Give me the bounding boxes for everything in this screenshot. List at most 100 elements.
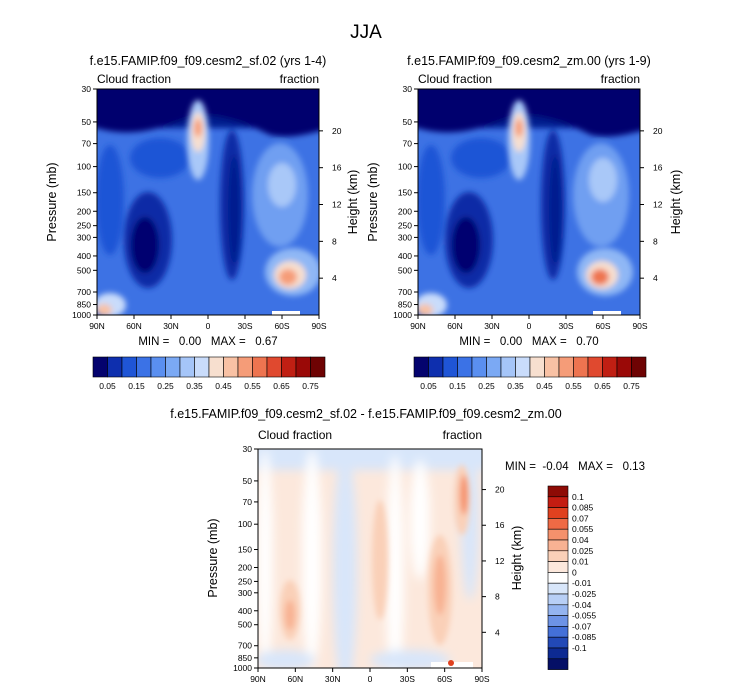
panel-2-right-axis: 20 16 12 8 4	[640, 126, 663, 283]
colorbar-label: 0.04	[572, 535, 589, 545]
panel-1-x-axis: 90N 60N 30N 0 30S 60S 90S	[89, 315, 327, 331]
colorbar-box	[194, 356, 210, 378]
colorbar-label: 0	[572, 567, 577, 577]
x-tick-label: 60N	[288, 674, 304, 684]
colorbar-box	[547, 550, 569, 562]
colorbar-box	[428, 356, 444, 378]
colorbar-label: 0.05	[420, 381, 437, 391]
panel-3-right-axis: 20 16 12 8 4	[482, 485, 505, 637]
panel-3-contours	[258, 449, 482, 668]
y-tick-label: 500	[398, 265, 412, 275]
colorbar-label: 0.085	[572, 503, 594, 513]
colorbar-box	[150, 356, 166, 378]
y-right-tick-label: 8	[495, 592, 500, 602]
colorbar-box	[165, 356, 181, 378]
y-tick-label: 150	[398, 188, 412, 198]
y-tick-label: 300	[238, 588, 252, 598]
y-right-tick-label: 16	[653, 163, 663, 173]
colorbar-box	[136, 356, 152, 378]
colorbar-label: 0.55	[565, 381, 582, 391]
colorbar-box	[547, 615, 569, 627]
colorbar-label: 0.1	[572, 492, 584, 502]
colorbar-box	[295, 356, 311, 378]
colorbar-label: 0.45	[536, 381, 553, 391]
y-right-tick-label: 12	[653, 200, 663, 210]
y-tick-label: 700	[398, 287, 412, 297]
y-tick-label: 1000	[393, 310, 412, 320]
x-tick-label: 90N	[89, 321, 105, 331]
colorbar-label: -0.1	[572, 643, 587, 653]
colorbar-label: 0.55	[244, 381, 261, 391]
colorbar-label: 0.35	[507, 381, 524, 391]
colorbar-label: 0.75	[302, 381, 319, 391]
panel-3-x-axis: 90N 60N 30N 0 30S 60S 90S	[250, 668, 490, 684]
colorbar-label: 0.15	[128, 381, 145, 391]
panel-1-title: f.e15.FAMIP.f09_f09.cesm2_sf.02 (yrs 1-4…	[90, 54, 327, 68]
panel-2-left-subtitle: Cloud fraction	[418, 72, 492, 86]
x-tick-label: 30S	[400, 674, 415, 684]
x-tick-label: 30N	[163, 321, 179, 331]
x-tick-label: 60S	[437, 674, 452, 684]
y-tick-label: 70	[243, 497, 253, 507]
colorbar-label: 0.75	[623, 381, 640, 391]
y-tick-label: 30	[403, 84, 413, 94]
y-tick-label: 100	[398, 162, 412, 172]
colorbar-box	[547, 539, 569, 552]
y-tick-label: 30	[243, 444, 253, 454]
colorbar-label: 0.05	[99, 381, 116, 391]
colorbar-box	[208, 356, 224, 378]
y-right-tick-label: 20	[653, 126, 663, 136]
y-tick-label: 100	[77, 162, 91, 172]
colorbar-box	[547, 582, 569, 595]
x-tick-label: 30S	[237, 321, 252, 331]
colorbar-box	[471, 356, 487, 378]
y-tick-label: 200	[77, 206, 91, 216]
colorbar-label: -0.04	[572, 600, 592, 610]
panel-3-title: f.e15.FAMIP.f09_f09.cesm2_sf.02 - f.e15.…	[170, 407, 561, 421]
panel-1-minmax: MIN = 0.00 MAX = 0.67	[138, 336, 277, 348]
colorbar-label: 0.025	[572, 546, 594, 556]
colorbar-box	[573, 356, 589, 378]
colorbar-label: 0.65	[594, 381, 611, 391]
colorbar-box	[587, 356, 603, 378]
colorbar-box	[252, 356, 268, 378]
colorbar-box	[547, 636, 569, 649]
colorbar-box	[547, 658, 569, 670]
colorbar-panel-2: 0.05 0.15 0.25 0.35 0.45 0.55 0.65 0.75	[413, 356, 647, 391]
panel-1-right-subtitle: fraction	[280, 72, 319, 86]
panel-2-title: f.e15.FAMIP.f09_f09.cesm2_zm.00 (yrs 1-9…	[407, 54, 651, 68]
colorbar-panel-3: 0.10.0850.070.0550.040.0250.010-0.01-0.0…	[547, 485, 596, 670]
colorbar-box	[544, 356, 560, 378]
y-tick-label: 250	[77, 221, 91, 231]
y-tick-label: 500	[77, 265, 91, 275]
x-tick-label: 30N	[325, 674, 341, 684]
colorbar-box	[457, 356, 473, 378]
colorbar-box	[223, 356, 239, 378]
y-tick-label: 850	[238, 653, 252, 663]
panel-1-right-axis: 20 16 12 8 4	[319, 126, 342, 283]
colorbar-label: -0.055	[572, 611, 596, 621]
panel-1-contours	[97, 89, 319, 315]
y-tick-label: 50	[82, 117, 92, 127]
colorbar-label: 0.15	[449, 381, 466, 391]
colorbar-box	[529, 356, 545, 378]
colorbar-box	[558, 356, 574, 378]
y-tick-label: 50	[403, 117, 413, 127]
x-tick-label: 60S	[595, 321, 610, 331]
colorbar-box	[281, 356, 297, 378]
panel-3: f.e15.FAMIP.f09_f09.cesm2_sf.02 - f.e15.…	[170, 407, 645, 684]
colorbar-box	[413, 356, 429, 378]
colorbar-box	[547, 647, 569, 660]
panel-1: f.e15.FAMIP.f09_f09.cesm2_sf.02 (yrs 1-4…	[45, 54, 360, 348]
y-tick-label: 50	[243, 476, 253, 486]
panel-3-ylabel-right: Height (km)	[510, 526, 524, 591]
colorbar-box	[631, 356, 647, 378]
x-tick-label: 60S	[274, 321, 289, 331]
panel-2: f.e15.FAMIP.f09_f09.cesm2_zm.00 (yrs 1-9…	[366, 54, 683, 348]
x-tick-label: 0	[527, 321, 532, 331]
colorbar-box	[179, 356, 195, 378]
x-tick-label: 30S	[558, 321, 573, 331]
panel-3-ylabel: Pressure (mb)	[206, 518, 220, 597]
y-tick-label: 200	[238, 562, 252, 572]
